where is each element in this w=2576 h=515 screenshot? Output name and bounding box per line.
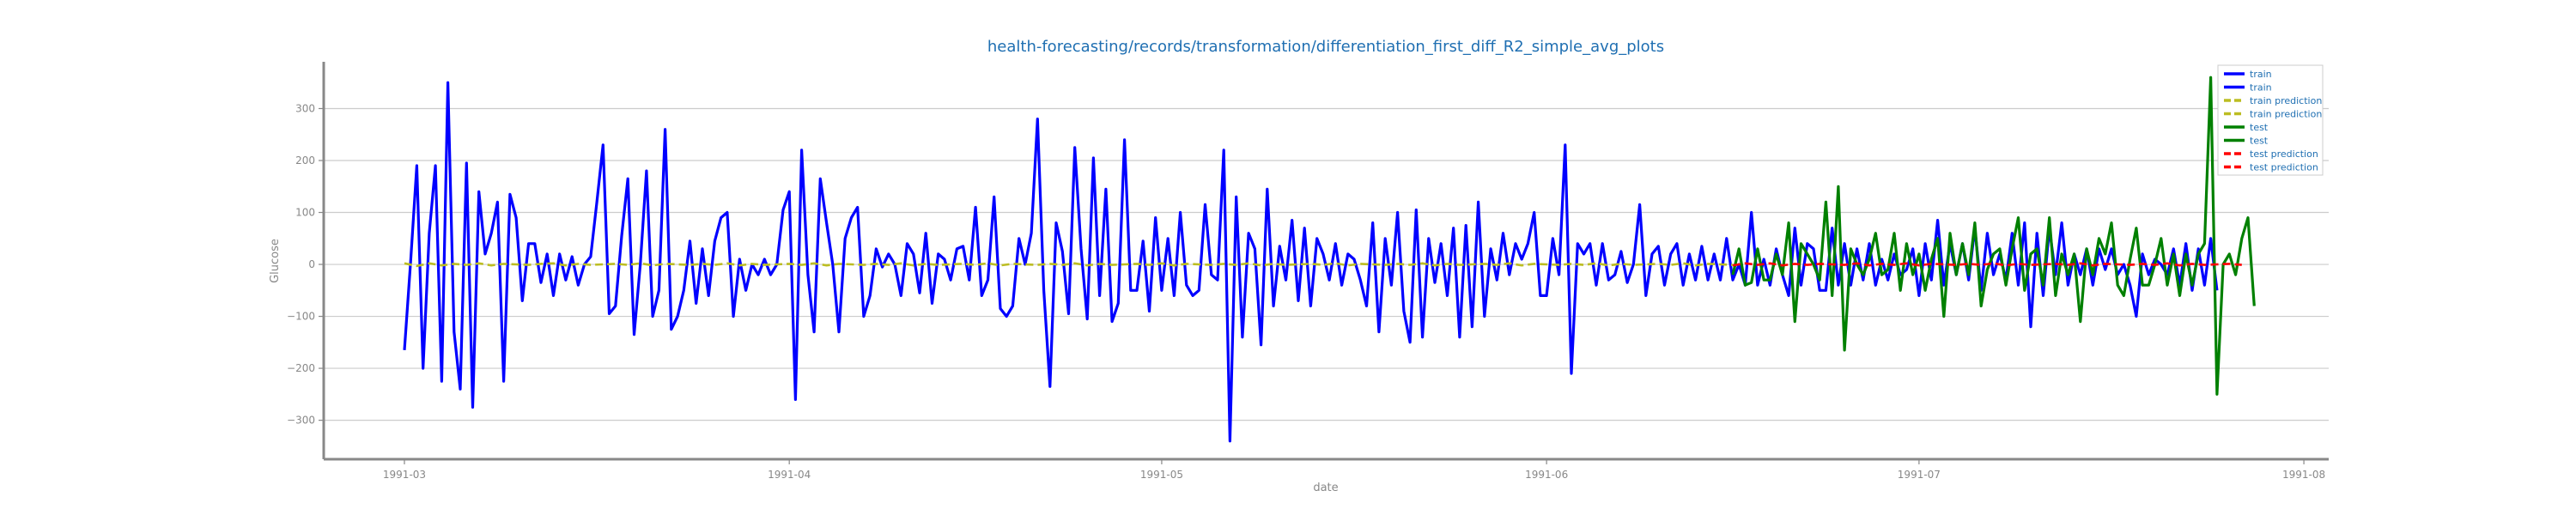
legend-label: test prediction — [2250, 162, 2318, 173]
series-line-test-prediction — [1732, 262, 2242, 267]
y-tick-label: −300 — [287, 415, 315, 427]
legend-label: test — [2250, 122, 2269, 133]
y-tick-label: −100 — [287, 311, 315, 323]
legend-label: test prediction — [2250, 148, 2318, 160]
x-ticks: 1991-03 1991-04 1991-05 1991-06 1991-07 1991-… — [383, 459, 2325, 481]
legend-box — [2217, 64, 2324, 176]
y-tick-label: 200 — [295, 154, 315, 167]
y-tick-label: 100 — [295, 207, 315, 219]
y-axis-label: Glucose — [269, 239, 282, 283]
y-ticks: −300 −200 −100 0 100 200 300 — [287, 102, 324, 427]
series-line-train-prediction — [404, 262, 1734, 268]
y-tick-label: 300 — [295, 102, 315, 114]
plot-area — [324, 62, 2329, 459]
chart-title: health-forecasting/records/transformatio… — [987, 38, 1664, 56]
series-layer — [403, 76, 2256, 443]
x-tick-label: 1991-03 — [383, 469, 426, 481]
series-line-test — [1731, 76, 2256, 396]
x-tick-label: 1991-05 — [1140, 469, 1183, 481]
legend-label: train — [2250, 69, 2272, 80]
x-tick-label: 1991-04 — [768, 469, 811, 481]
legend-label: train — [2250, 82, 2272, 94]
x-tick-label: 1991-08 — [2282, 469, 2325, 481]
legend-label: test — [2250, 136, 2269, 147]
x-tick-label: 1991-07 — [1898, 469, 1941, 481]
x-axis-label: date — [1313, 482, 1338, 494]
legend-label: train prediction — [2250, 109, 2322, 120]
y-tick-label: −200 — [287, 362, 315, 374]
y-tick-label: 0 — [308, 258, 315, 270]
x-tick-label: 1991-06 — [1525, 469, 1568, 481]
legend-label: train prediction — [2250, 95, 2322, 106]
